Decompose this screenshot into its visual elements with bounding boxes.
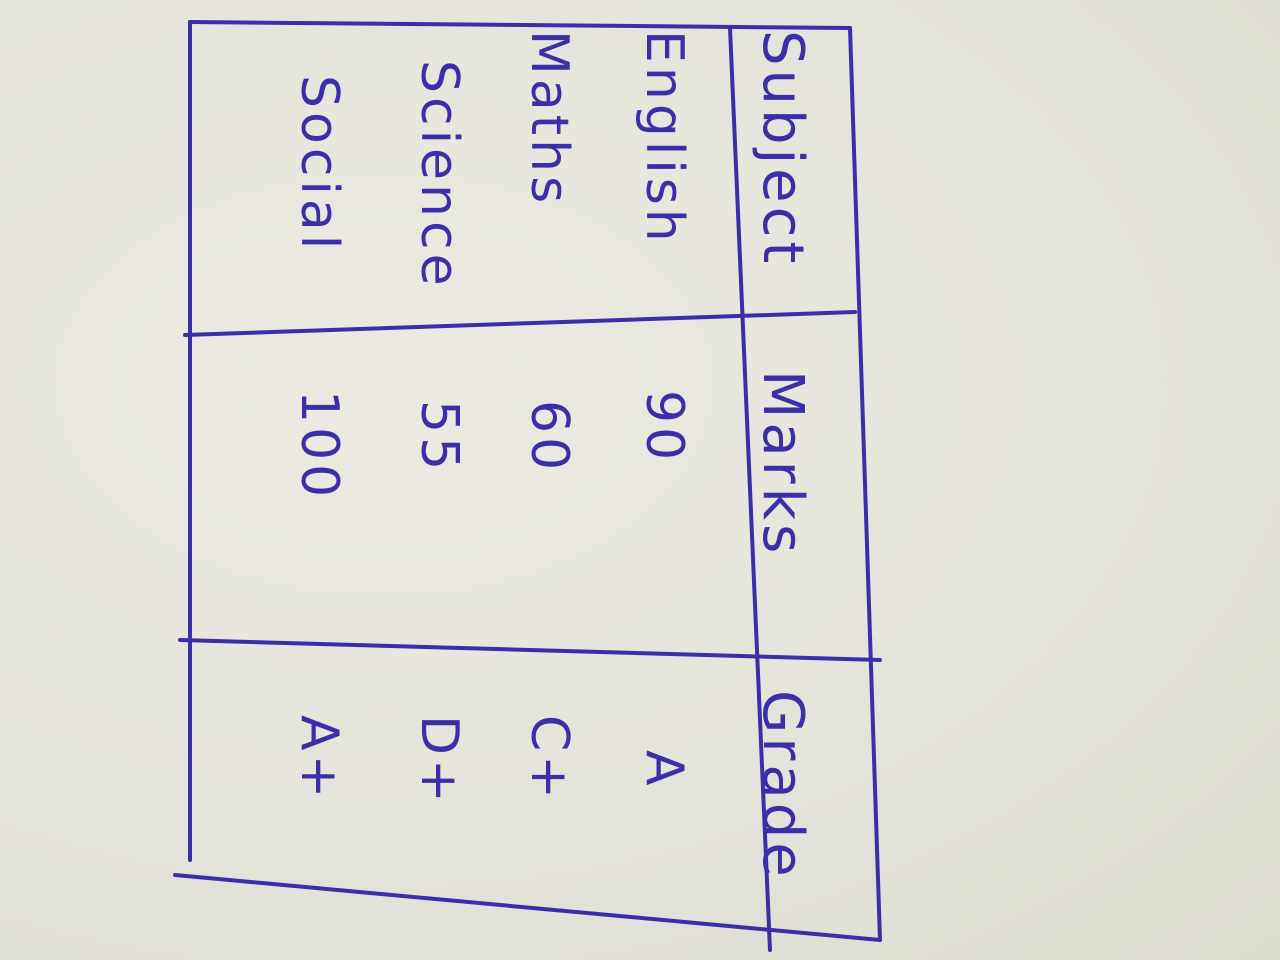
row-maths-grade: C+: [519, 715, 579, 803]
row-maths-subject: Maths: [519, 30, 579, 208]
row-science-subject: Science: [409, 60, 469, 290]
table-border-top: [188, 20, 852, 30]
row-english-subject: English: [634, 30, 694, 246]
header-separator: [728, 26, 772, 952]
row-maths-marks: 60: [519, 400, 579, 475]
row-social-subject: Social: [289, 75, 349, 254]
table-border-bottom: [173, 873, 882, 942]
row-english-grade: A: [634, 750, 694, 790]
header-marks: Marks: [750, 370, 815, 558]
row-science-grade: D+: [409, 715, 469, 807]
table-border-right: [848, 26, 882, 942]
header-grade: Grade: [750, 690, 815, 881]
row-science-marks: 55: [409, 400, 469, 475]
column-separator-2: [178, 638, 882, 662]
row-english-marks: 90: [634, 390, 694, 465]
header-subject: Subject: [750, 30, 815, 268]
row-social-grade: A+: [289, 715, 349, 803]
column-separator-1: [183, 310, 857, 337]
row-social-marks: 100: [289, 390, 349, 502]
